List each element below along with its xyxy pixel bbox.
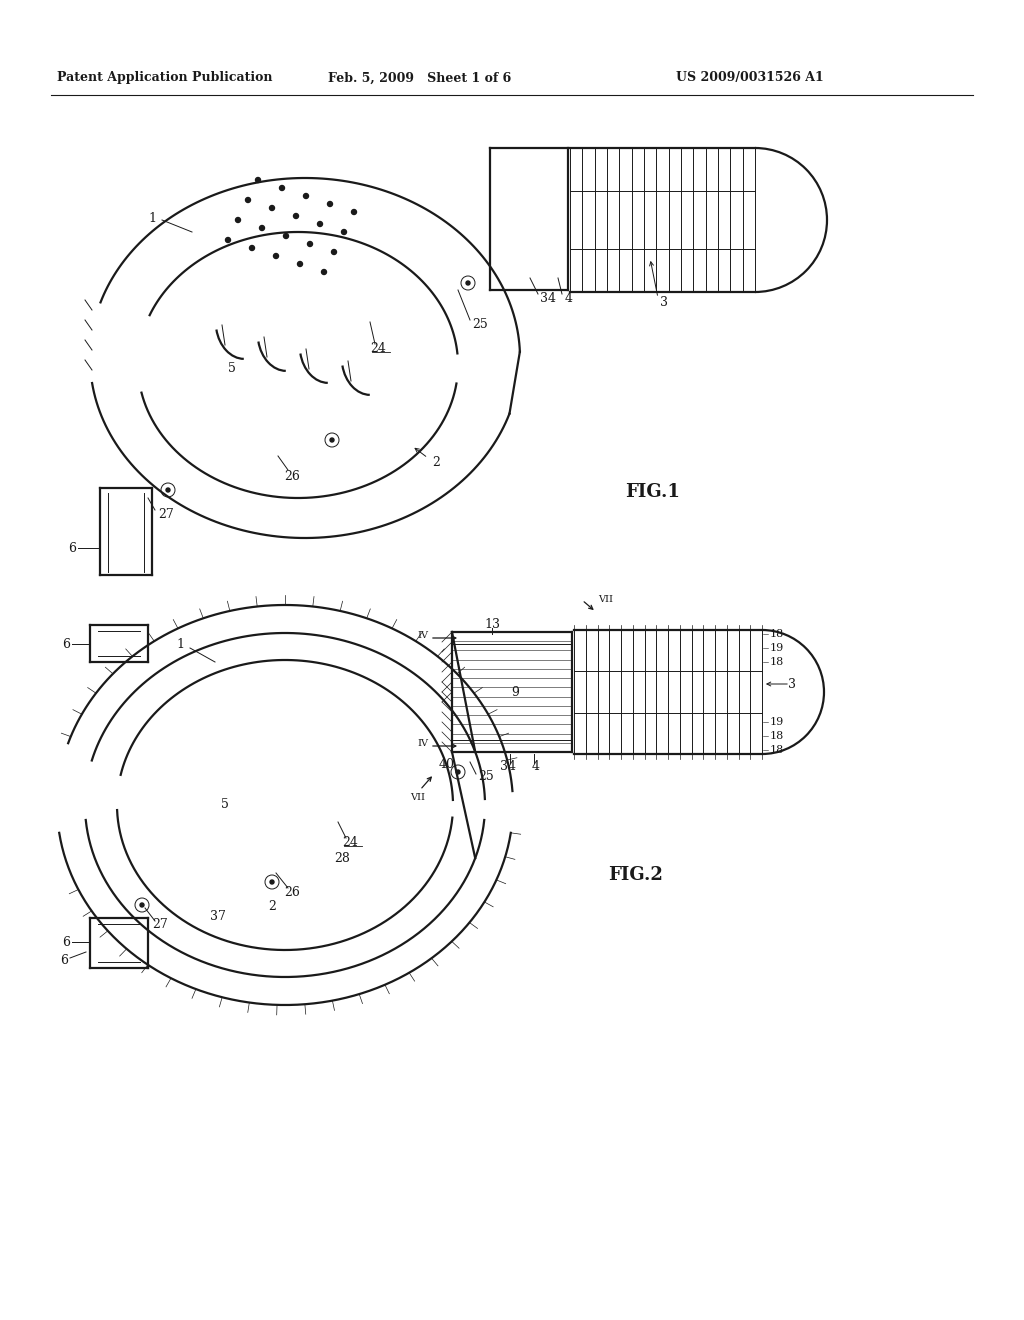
Circle shape bbox=[351, 210, 356, 214]
Circle shape bbox=[303, 194, 308, 198]
Text: 1: 1 bbox=[148, 211, 156, 224]
Text: 1: 1 bbox=[176, 639, 184, 652]
Text: 25: 25 bbox=[472, 318, 487, 331]
Circle shape bbox=[250, 246, 255, 251]
Text: VII: VII bbox=[411, 792, 426, 801]
Text: 27: 27 bbox=[153, 919, 168, 932]
Circle shape bbox=[332, 249, 337, 255]
Circle shape bbox=[328, 202, 333, 206]
Text: 3: 3 bbox=[788, 677, 796, 690]
Text: 4: 4 bbox=[532, 759, 540, 772]
Circle shape bbox=[246, 198, 251, 202]
Circle shape bbox=[284, 234, 289, 239]
Circle shape bbox=[273, 253, 279, 259]
Text: FIG.1: FIG.1 bbox=[625, 483, 680, 502]
Text: Feb. 5, 2009   Sheet 1 of 6: Feb. 5, 2009 Sheet 1 of 6 bbox=[329, 71, 512, 84]
Text: 18: 18 bbox=[770, 744, 784, 755]
Circle shape bbox=[280, 186, 285, 190]
Text: VII: VII bbox=[598, 595, 613, 605]
Circle shape bbox=[456, 770, 460, 774]
Circle shape bbox=[236, 218, 241, 223]
Text: 26: 26 bbox=[284, 886, 300, 899]
Text: 27: 27 bbox=[158, 507, 174, 520]
Text: 3: 3 bbox=[660, 296, 668, 309]
Circle shape bbox=[307, 242, 312, 247]
Text: 13: 13 bbox=[484, 619, 500, 631]
Circle shape bbox=[225, 238, 230, 243]
Text: 9: 9 bbox=[511, 685, 519, 698]
Text: 25: 25 bbox=[478, 771, 494, 784]
Text: 6: 6 bbox=[68, 541, 76, 554]
Text: 37: 37 bbox=[210, 911, 226, 924]
Text: 2: 2 bbox=[432, 457, 440, 470]
Circle shape bbox=[317, 222, 323, 227]
Text: 6: 6 bbox=[62, 638, 70, 651]
Text: 18: 18 bbox=[770, 731, 784, 741]
Text: 24: 24 bbox=[370, 342, 386, 355]
Circle shape bbox=[330, 438, 334, 442]
Text: 34: 34 bbox=[500, 759, 516, 772]
Circle shape bbox=[294, 214, 299, 219]
Text: 18: 18 bbox=[770, 630, 784, 639]
Text: Patent Application Publication: Patent Application Publication bbox=[57, 71, 272, 84]
Text: 4: 4 bbox=[565, 292, 573, 305]
Text: IV: IV bbox=[417, 631, 428, 640]
Text: 2: 2 bbox=[268, 899, 275, 912]
Circle shape bbox=[269, 206, 274, 210]
Text: 5: 5 bbox=[228, 362, 236, 375]
Circle shape bbox=[298, 261, 302, 267]
Circle shape bbox=[322, 269, 327, 275]
Text: 6: 6 bbox=[62, 936, 70, 949]
Circle shape bbox=[466, 281, 470, 285]
Text: 5: 5 bbox=[221, 799, 229, 812]
Text: 34: 34 bbox=[540, 292, 556, 305]
Circle shape bbox=[259, 226, 264, 231]
Circle shape bbox=[270, 880, 274, 884]
Circle shape bbox=[256, 177, 260, 182]
Circle shape bbox=[341, 230, 346, 235]
Text: 6: 6 bbox=[60, 953, 68, 966]
Circle shape bbox=[140, 903, 144, 907]
Text: US 2009/0031526 A1: US 2009/0031526 A1 bbox=[676, 71, 824, 84]
Text: 40: 40 bbox=[439, 758, 455, 771]
Text: 19: 19 bbox=[770, 717, 784, 727]
Text: FIG.2: FIG.2 bbox=[608, 866, 663, 884]
Text: 18: 18 bbox=[770, 657, 784, 667]
Text: IV: IV bbox=[417, 739, 428, 748]
Text: 26: 26 bbox=[284, 470, 300, 483]
Circle shape bbox=[166, 488, 170, 492]
Text: 19: 19 bbox=[770, 643, 784, 653]
Text: 28: 28 bbox=[334, 851, 350, 865]
Text: 24: 24 bbox=[342, 836, 358, 849]
